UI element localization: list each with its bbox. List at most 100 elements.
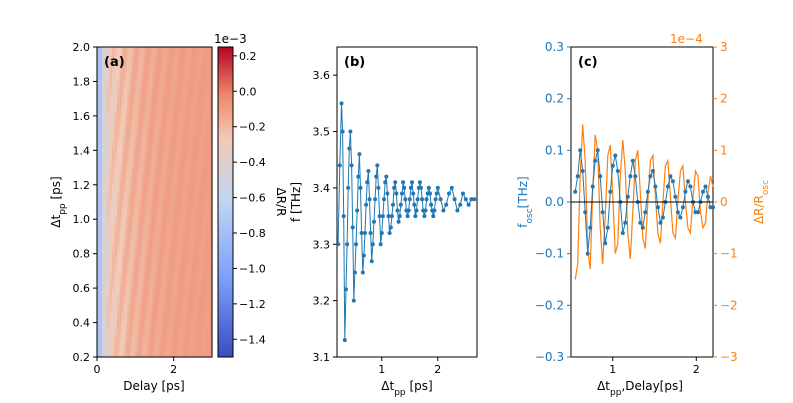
heatmap-cell — [147, 157, 151, 163]
heatmap-cell — [172, 212, 176, 218]
heatmap-cell — [197, 127, 201, 133]
heatmap-cell — [209, 287, 213, 293]
heatmap-cell — [199, 67, 203, 73]
heatmap-cell — [207, 312, 211, 318]
heatmap-cell — [152, 107, 156, 113]
heatmap-cell — [177, 172, 181, 178]
heatmap-cell — [119, 162, 123, 168]
heatmap-cell — [179, 322, 183, 328]
heatmap-cell — [177, 67, 181, 73]
heatmap-cell — [124, 252, 128, 258]
heatmap-cell — [147, 297, 151, 303]
heatmap-cell — [169, 277, 173, 283]
heatmap-cell — [207, 152, 211, 158]
heatmap-cell — [189, 72, 193, 78]
heatmap-cell — [179, 102, 183, 108]
heatmap-cell — [147, 337, 151, 343]
heatmap-cell — [162, 327, 166, 333]
heatmap-cell — [187, 242, 191, 248]
heatmap-cell — [204, 82, 208, 88]
heatmap-cell — [169, 137, 173, 143]
heatmap-cell — [97, 307, 101, 313]
data-point — [658, 220, 663, 225]
heatmap-cell — [132, 97, 136, 103]
heatmap-cell — [159, 152, 163, 158]
heatmap-cell — [154, 112, 158, 118]
heatmap-cell — [129, 302, 133, 308]
heatmap-cell — [209, 272, 213, 278]
heatmap-cell — [192, 102, 196, 108]
heatmap-cell — [132, 202, 136, 208]
data-point — [633, 174, 638, 179]
heatmap-cell — [162, 237, 166, 243]
heatmap-cell — [192, 272, 196, 278]
heatmap-cell — [177, 227, 181, 233]
heatmap-cell — [107, 332, 111, 338]
data-point — [352, 270, 357, 275]
panel-b-ylabel: f [THz] — [289, 182, 303, 222]
heatmap-cell — [132, 292, 136, 298]
heatmap-cell — [114, 57, 118, 63]
heatmap-cell — [184, 72, 188, 78]
heatmap-cell — [122, 117, 126, 123]
heatmap-cell — [142, 297, 146, 303]
panel-b-y-ticks: 3.13.23.33.43.53.6 — [313, 69, 337, 364]
heatmap-cell — [104, 227, 108, 233]
heatmap-cell — [114, 82, 118, 88]
heatmap-cell — [139, 62, 143, 68]
heatmap-cell — [152, 142, 156, 148]
heatmap-cell — [197, 222, 201, 228]
heatmap-cell — [189, 192, 193, 198]
heatmap-cell — [207, 347, 211, 353]
heatmap-cell — [194, 227, 198, 233]
heatmap-cell — [134, 317, 138, 323]
heatmap-cell — [187, 182, 191, 188]
heatmap-cell — [197, 327, 201, 333]
heatmap-cell — [164, 237, 168, 243]
y-tick-label-left: −0.2 — [535, 298, 564, 312]
heatmap-cell — [142, 157, 146, 163]
heatmap-cell — [199, 197, 203, 203]
heatmap-cell — [189, 227, 193, 233]
heatmap-cell — [122, 67, 126, 73]
heatmap-cell — [207, 162, 211, 168]
heatmap-cell — [142, 107, 146, 113]
heatmap-cell — [97, 132, 101, 138]
heatmap-cell — [187, 212, 191, 218]
data-point — [585, 251, 590, 256]
heatmap-cell — [99, 147, 103, 153]
heatmap-cell — [162, 332, 166, 338]
heatmap-cell — [199, 217, 203, 223]
heatmap-cell — [204, 337, 208, 343]
heatmap-cell — [162, 247, 166, 253]
data-point — [380, 214, 385, 219]
heatmap-cell — [99, 157, 103, 163]
heatmap-cell — [112, 222, 116, 228]
heatmap-cell — [102, 127, 106, 133]
panel-b-series — [336, 101, 477, 343]
heatmap-cell — [117, 187, 121, 193]
heatmap-cell — [134, 217, 138, 223]
heatmap-cell — [144, 227, 148, 233]
heatmap-cell — [187, 152, 191, 158]
heatmap-cell — [159, 212, 163, 218]
heatmap-cell — [192, 332, 196, 338]
heatmap-cell — [199, 72, 203, 78]
heatmap-cell — [154, 247, 158, 253]
heatmap-cell — [207, 147, 211, 153]
heatmap-cell — [192, 302, 196, 308]
heatmap-cell — [124, 112, 128, 118]
heatmap-cell — [122, 87, 126, 93]
heatmap-cell — [202, 127, 206, 133]
heatmap-cell — [197, 57, 201, 63]
data-point — [424, 197, 429, 202]
heatmap-cell — [194, 67, 198, 73]
heatmap-cell — [149, 307, 153, 313]
heatmap-cell — [202, 287, 206, 293]
data-point — [426, 185, 431, 190]
heatmap-cell — [157, 342, 161, 348]
heatmap-cell — [117, 167, 121, 173]
heatmap-cell — [184, 62, 188, 68]
heatmap-cell — [112, 312, 116, 318]
heatmap-cell — [104, 292, 108, 298]
